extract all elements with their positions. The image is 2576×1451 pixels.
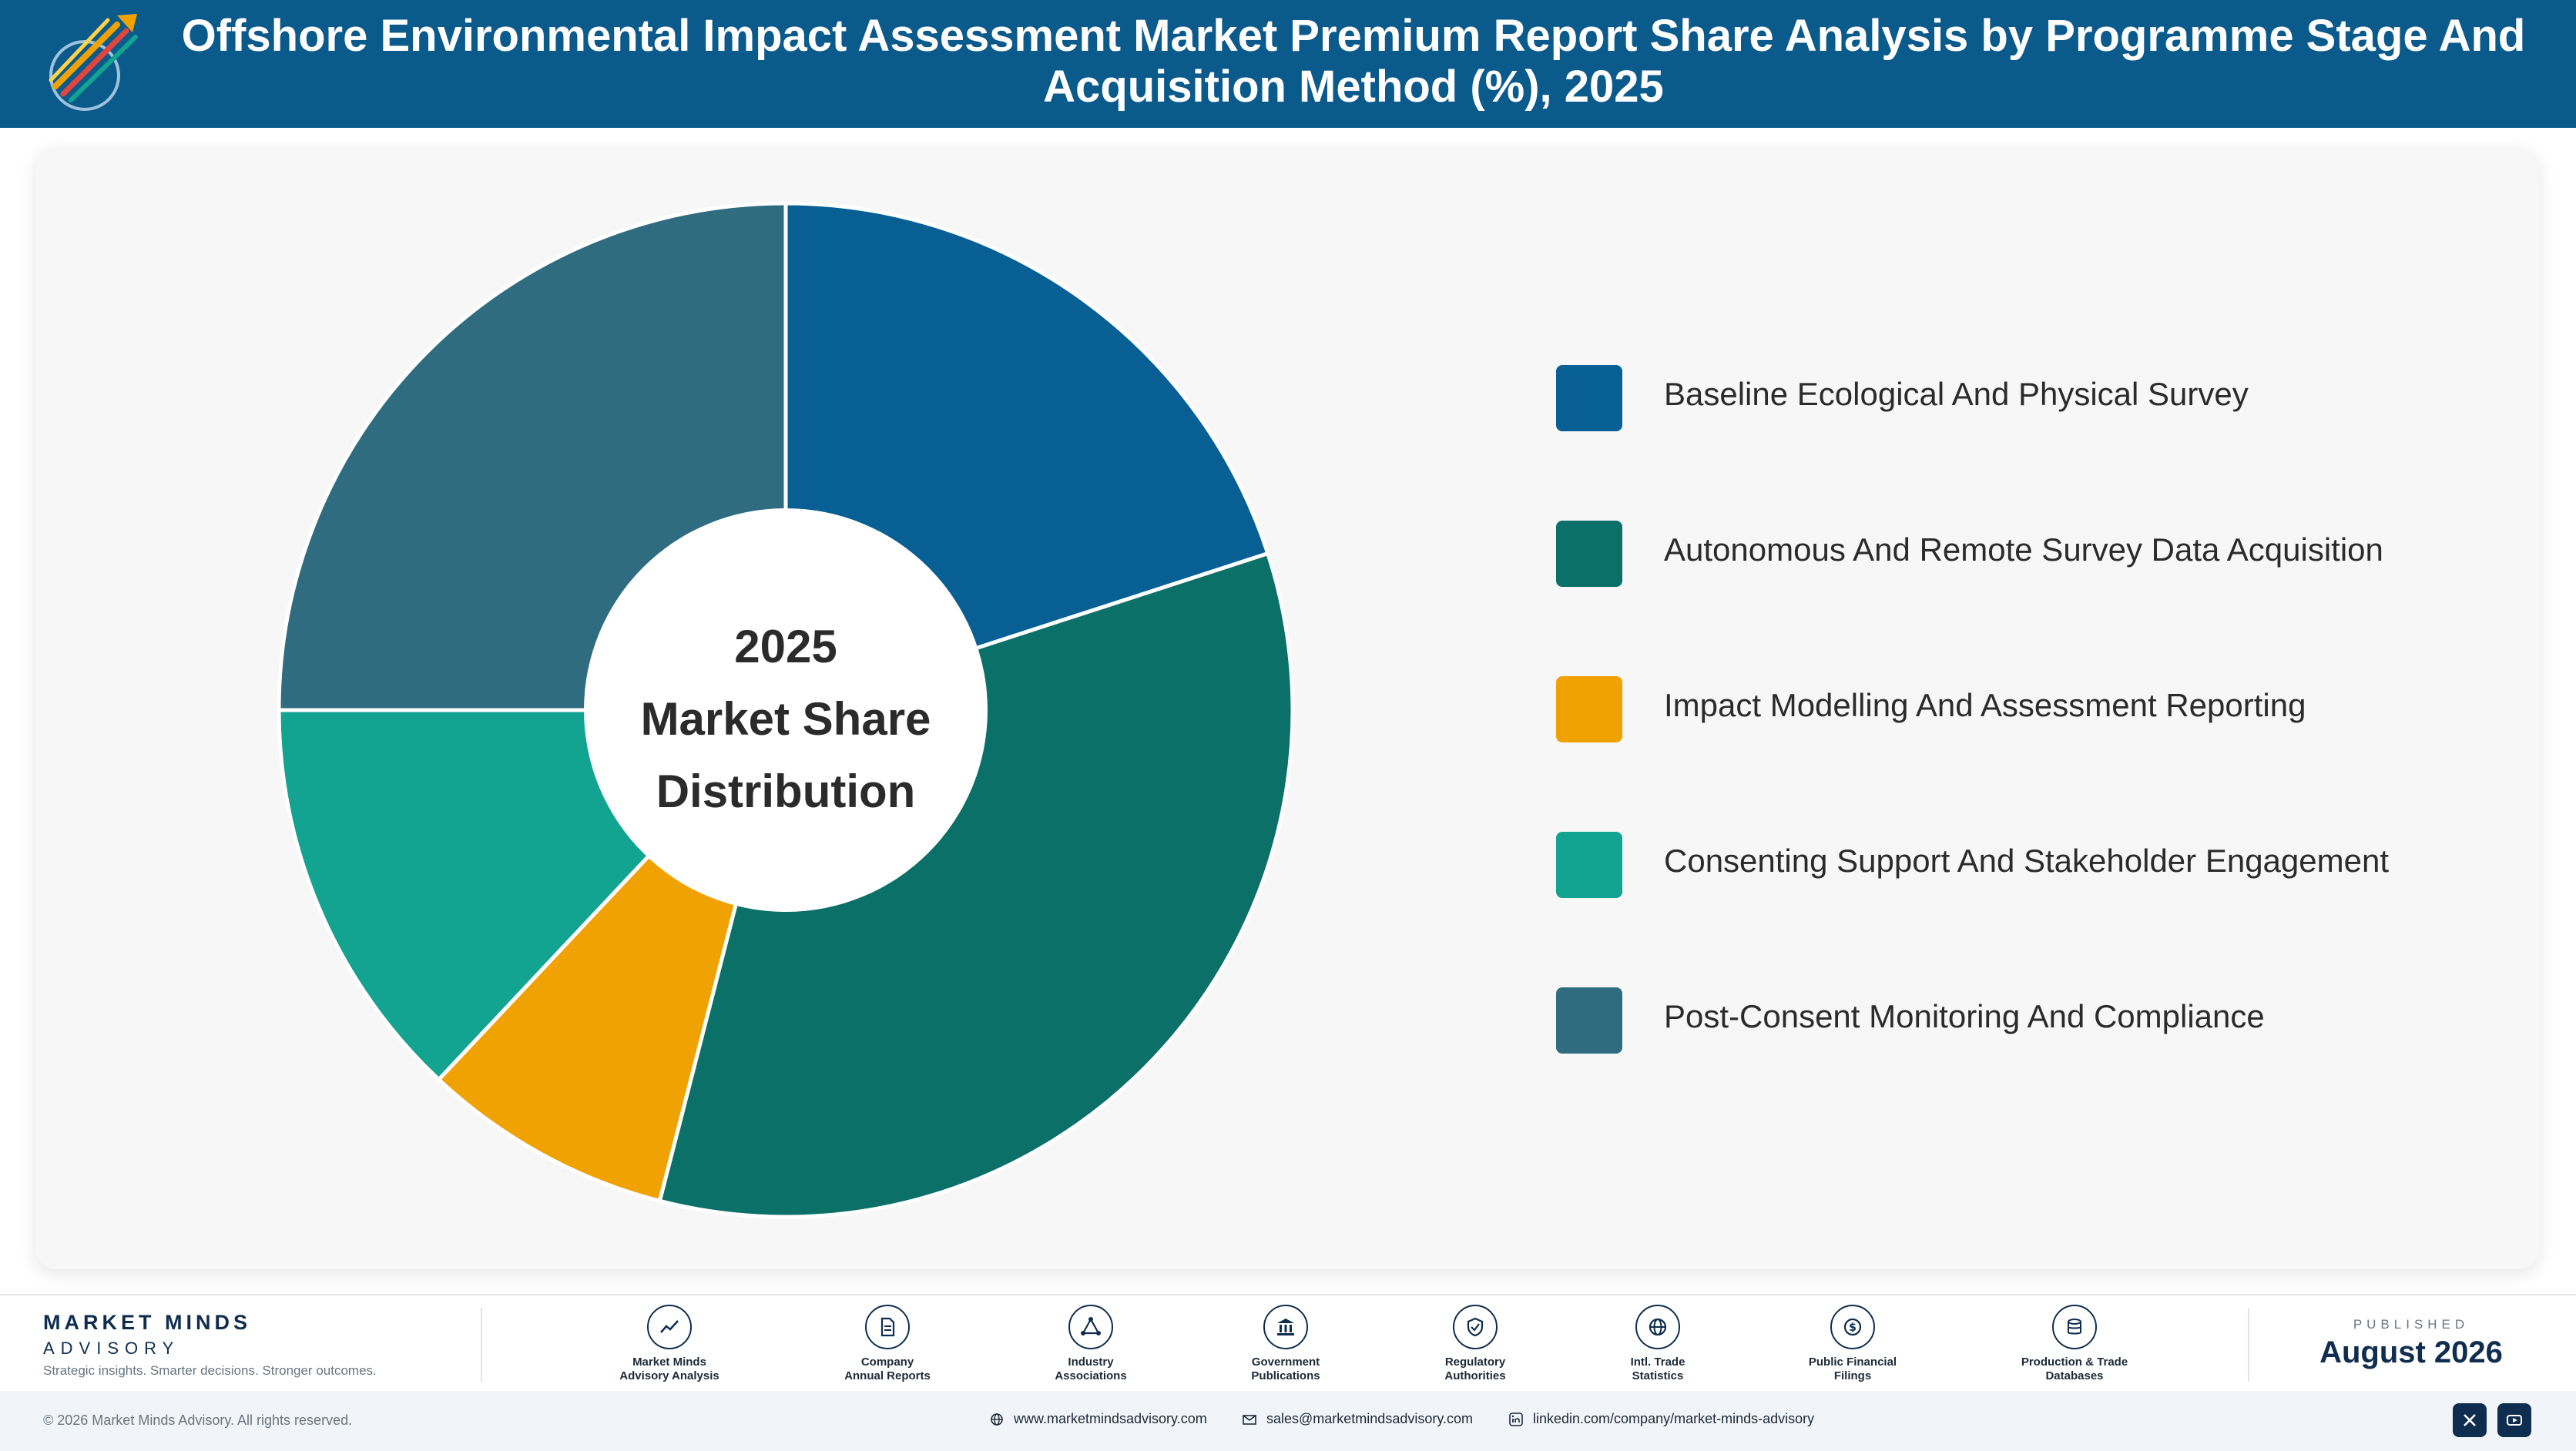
website-link[interactable]: www.marketmindsadvisory.com: [989, 1411, 1207, 1427]
globe-icon: [1635, 1305, 1680, 1349]
source-label: Government: [1251, 1355, 1320, 1369]
source-label: Publications: [1251, 1369, 1320, 1382]
brand-name: MARKET MINDS: [43, 1311, 251, 1334]
globe-icon: [991, 1412, 1003, 1426]
email-link[interactable]: sales@marketmindsadvisory.com: [1242, 1411, 1473, 1427]
source-item: Company Annual Reports: [807, 1305, 968, 1383]
linkedin-text: linkedin.com/company/market-minds-adviso…: [1533, 1411, 1815, 1426]
header-bar: Offshore Environmental Impact Assessment…: [0, 0, 2576, 128]
copyright-text: © 2026 Market Minds Advisory. All rights…: [43, 1412, 353, 1428]
source-label: Authorities: [1444, 1369, 1506, 1382]
donut-chart: 2025 Market Share Distribution: [277, 201, 1295, 1219]
database-icon: [2052, 1305, 2097, 1349]
page-title: Offshore Environmental Impact Assessment…: [181, 11, 2526, 112]
divider: [481, 1308, 482, 1382]
market-minds-logo-icon: [49, 14, 138, 111]
svg-text:$: $: [1849, 1322, 1857, 1334]
source-label: Regulatory: [1444, 1355, 1506, 1369]
brand-tagline: Strategic insights. Smarter decisions. S…: [43, 1363, 377, 1378]
source-item: Regulatory Authorities: [1394, 1305, 1556, 1383]
source-item: Industry Associations: [1010, 1305, 1172, 1383]
source-label: Company: [860, 1355, 914, 1369]
source-label: Filings: [1833, 1369, 1872, 1382]
source-item: Intl. Trade Statistics: [1577, 1305, 1739, 1383]
published-label: PUBLISHED: [2353, 1317, 2470, 1332]
source-label: Production & Trade: [2021, 1355, 2128, 1369]
legend-label: Consenting Support And Stakeholder Engag…: [1664, 843, 2390, 879]
source-label: Associations: [1055, 1369, 1127, 1382]
published-date: August 2026: [2319, 1335, 2503, 1369]
center-label-line3: Distribution: [656, 766, 916, 817]
source-label: Public Financial: [1808, 1355, 1897, 1369]
center-label-line2: Market Share: [641, 693, 931, 745]
linkedin-icon: [1509, 1412, 1523, 1426]
website-text: www.marketmindsadvisory.com: [1014, 1411, 1207, 1426]
footer: MARKET MINDS ADVISORY Strategic insights…: [0, 1294, 2576, 1451]
legend-label: Post-Consent Monitoring And Compliance: [1664, 998, 2265, 1034]
trend-chart-icon: [647, 1305, 692, 1349]
legend-swatch: [1556, 987, 1622, 1054]
brand-subtitle: ADVISORY: [43, 1339, 180, 1358]
legend-label: Baseline Ecological And Physical Survey: [1664, 376, 2249, 412]
legend-swatch: [1556, 676, 1622, 742]
source-item: Government Publications: [1205, 1305, 1367, 1383]
source-label: Annual Reports: [844, 1369, 931, 1382]
shield-check-icon: [1453, 1305, 1498, 1349]
coin-icon: $: [1830, 1305, 1875, 1349]
source-label: Industry: [1068, 1355, 1114, 1369]
source-label: Market Minds: [632, 1355, 706, 1369]
donut-hole: [584, 508, 988, 912]
email-text: sales@marketmindsadvisory.com: [1266, 1411, 1474, 1426]
bottom-bar: © 2026 Market Minds Advisory. All rights…: [0, 1391, 2576, 1451]
legend-swatch: [1556, 832, 1622, 898]
youtube-icon[interactable]: [2497, 1403, 2531, 1437]
chart-card: 2025 Market Share Distribution: [35, 148, 2539, 1269]
source-label: Statistics: [1632, 1369, 1684, 1382]
network-icon: [1068, 1305, 1113, 1349]
document-icon: [865, 1305, 910, 1349]
mail-icon: [1243, 1414, 1256, 1425]
legend-swatch: [1556, 365, 1622, 431]
source-label: Advisory Analysis: [619, 1369, 719, 1382]
government-building-icon: [1263, 1305, 1308, 1349]
source-label: Databases: [2045, 1369, 2104, 1382]
source-item: Production & Trade Databases: [1994, 1305, 2155, 1383]
divider: [2248, 1308, 2249, 1382]
legend-swatch: [1556, 521, 1622, 587]
x-icon[interactable]: [2453, 1403, 2487, 1437]
source-item: Market Minds Advisory Analysis: [589, 1305, 750, 1383]
source-item: $ Public Financial Filings: [1772, 1305, 1934, 1383]
source-label: Intl. Trade: [1630, 1355, 1685, 1369]
legend-label: Impact Modelling And Assessment Reportin…: [1664, 687, 2306, 723]
legend-label: Autonomous And Remote Survey Data Acquis…: [1664, 531, 2383, 568]
linkedin-link[interactable]: linkedin.com/company/market-minds-adviso…: [1508, 1411, 1814, 1427]
center-label-year: 2025: [734, 621, 837, 672]
